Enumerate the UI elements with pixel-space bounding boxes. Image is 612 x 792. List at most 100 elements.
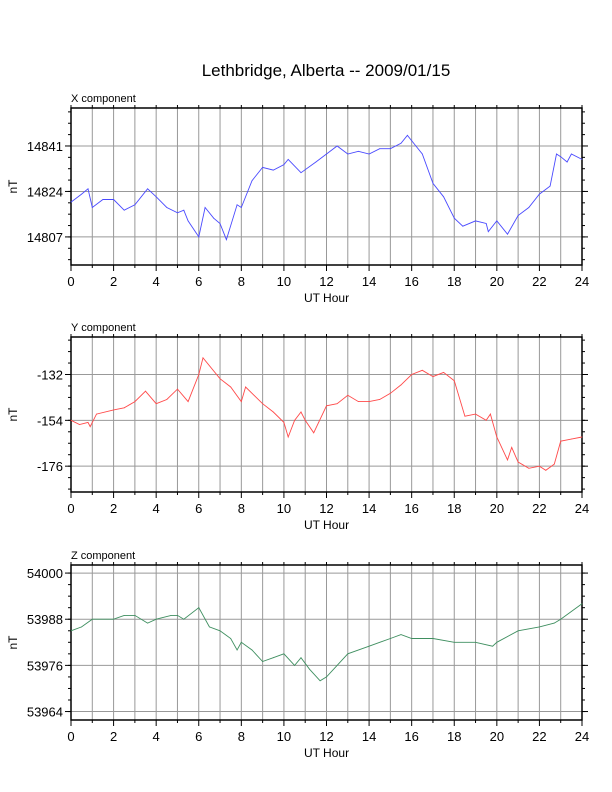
data-point: [219, 378, 221, 380]
x-tick-label: 24: [575, 274, 589, 289]
x-tick-label: 24: [575, 501, 589, 516]
data-point: [226, 239, 227, 240]
data-point: [198, 607, 200, 609]
x-tick-label: 12: [319, 729, 333, 744]
data-point: [236, 204, 238, 206]
data-point: [134, 204, 136, 206]
data-point: [177, 614, 178, 616]
data-point: [570, 153, 572, 155]
x-tick-label: 14: [362, 274, 376, 289]
data-point: [528, 467, 530, 469]
data-point: [581, 436, 583, 438]
x-tick-label: 16: [404, 729, 418, 744]
data-point: [294, 419, 295, 421]
data-point: [443, 372, 445, 373]
x-tick-label: 4: [153, 274, 160, 289]
data-point: [496, 641, 498, 643]
data-point: [492, 645, 493, 647]
x-tick-label: 8: [238, 274, 245, 289]
data-point: [511, 447, 513, 448]
data-point: [251, 649, 253, 651]
x-tick-label: 12: [319, 274, 333, 289]
data-point: [123, 209, 125, 211]
data-point: [400, 142, 402, 144]
data-point: [262, 166, 264, 168]
data-point: [294, 664, 295, 666]
data-point: [145, 390, 146, 392]
data-point: [581, 603, 583, 605]
data-point: [443, 196, 445, 198]
data-point: [581, 158, 583, 160]
x-tick-label: 2: [110, 274, 117, 289]
panel-title: Z component: [71, 550, 135, 562]
data-point: [507, 233, 508, 235]
x-tick-label: 4: [153, 501, 160, 516]
data-point: [453, 217, 455, 219]
y-tick-label: 14841: [27, 139, 63, 154]
data-point: [272, 411, 274, 413]
data-point: [560, 440, 562, 442]
data-point: [379, 148, 381, 150]
x-tick-label: 2: [110, 729, 117, 744]
data-point: [177, 212, 178, 214]
data-point: [453, 380, 455, 382]
data-point: [262, 403, 264, 405]
data-point: [240, 641, 242, 643]
x-tick-label: 20: [490, 729, 504, 744]
data-point: [507, 459, 508, 461]
data-point: [245, 386, 246, 388]
data-point: [432, 183, 434, 184]
data-point: [347, 153, 349, 155]
data-point: [570, 438, 572, 440]
data-point: [315, 161, 317, 163]
data-point: [389, 148, 391, 150]
x-tick-label: 6: [195, 501, 202, 516]
data-point: [347, 653, 349, 655]
data-point: [485, 223, 487, 224]
data-point: [155, 403, 157, 405]
data-point: [358, 401, 359, 402]
data-point: [187, 401, 189, 402]
x-tick-label: 10: [277, 729, 291, 744]
x-tick-label: 22: [532, 729, 546, 744]
data-point: [487, 231, 489, 232]
data-point: [368, 401, 370, 402]
data-point: [113, 618, 114, 620]
data-point: [300, 411, 302, 413]
data-point: [464, 415, 466, 417]
data-point: [432, 376, 434, 377]
panel-title: X component: [71, 93, 136, 105]
data-point: [300, 172, 302, 174]
data-point: [147, 622, 149, 624]
data-point: [208, 626, 210, 628]
x-tick-label: 4: [153, 729, 160, 744]
data-point: [421, 153, 423, 155]
data-point: [326, 405, 327, 407]
data-point: [309, 668, 310, 670]
data-point: [300, 657, 302, 659]
x-tick-label: 0: [67, 501, 74, 516]
data-point: [347, 394, 349, 396]
data-point: [272, 657, 274, 659]
x-tick-label: 16: [404, 274, 418, 289]
y-tick-label: -176: [37, 459, 63, 474]
data-point: [549, 185, 551, 187]
data-point: [475, 641, 476, 643]
data-point: [166, 399, 168, 400]
x-axis-label: UT Hour: [304, 518, 349, 532]
x-tick-label: 16: [404, 501, 418, 516]
data-point: [560, 156, 562, 158]
data-point: [326, 676, 327, 678]
data-point: [496, 220, 498, 222]
data-point: [113, 199, 114, 200]
data-point: [283, 653, 285, 655]
data-point: [113, 409, 114, 411]
x-tick-label: 18: [447, 274, 461, 289]
data-point: [81, 626, 83, 628]
x-tick-label: 18: [447, 729, 461, 744]
x-tick-label: 10: [277, 274, 291, 289]
data-point: [566, 161, 568, 163]
data-point: [198, 236, 200, 238]
data-point: [304, 419, 306, 421]
